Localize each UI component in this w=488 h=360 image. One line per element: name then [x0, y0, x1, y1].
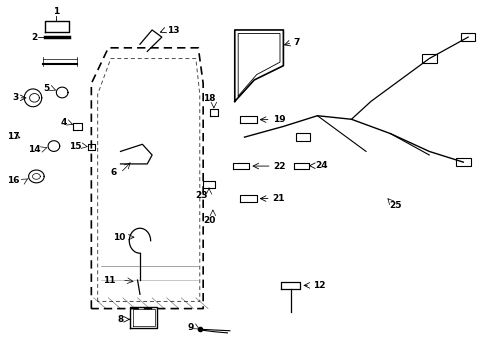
Text: 7: 7: [292, 38, 299, 47]
Text: 3: 3: [12, 93, 18, 102]
Text: 15: 15: [69, 141, 81, 150]
Text: 13: 13: [166, 26, 179, 35]
Bar: [460, 33, 474, 41]
Text: 10: 10: [113, 233, 125, 242]
Text: 14: 14: [28, 145, 40, 154]
Text: 8: 8: [118, 315, 123, 324]
Bar: [455, 158, 469, 166]
Text: 17: 17: [7, 132, 20, 141]
Text: 20: 20: [203, 216, 215, 225]
Text: 6: 6: [111, 168, 117, 177]
Text: 4: 4: [61, 118, 67, 127]
Text: 23: 23: [195, 192, 207, 201]
Text: 9: 9: [187, 323, 193, 332]
Text: 1: 1: [53, 7, 59, 16]
Bar: [421, 54, 436, 63]
Text: 11: 11: [103, 275, 116, 284]
Text: 19: 19: [272, 115, 285, 124]
Text: 5: 5: [43, 84, 49, 93]
Text: 12: 12: [312, 281, 325, 290]
Text: 22: 22: [273, 162, 285, 171]
Text: 2: 2: [32, 33, 38, 42]
Bar: [295, 133, 309, 141]
Text: 18: 18: [203, 94, 215, 103]
Text: 16: 16: [7, 176, 20, 185]
Text: 21: 21: [272, 194, 285, 203]
Text: 24: 24: [315, 161, 327, 170]
Text: 25: 25: [388, 201, 401, 210]
